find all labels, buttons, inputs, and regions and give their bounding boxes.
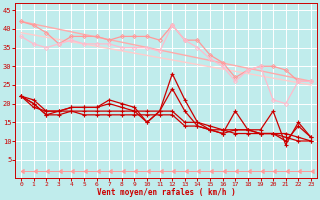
X-axis label: Vent moyen/en rafales ( km/h ): Vent moyen/en rafales ( km/h ) xyxy=(97,188,236,197)
